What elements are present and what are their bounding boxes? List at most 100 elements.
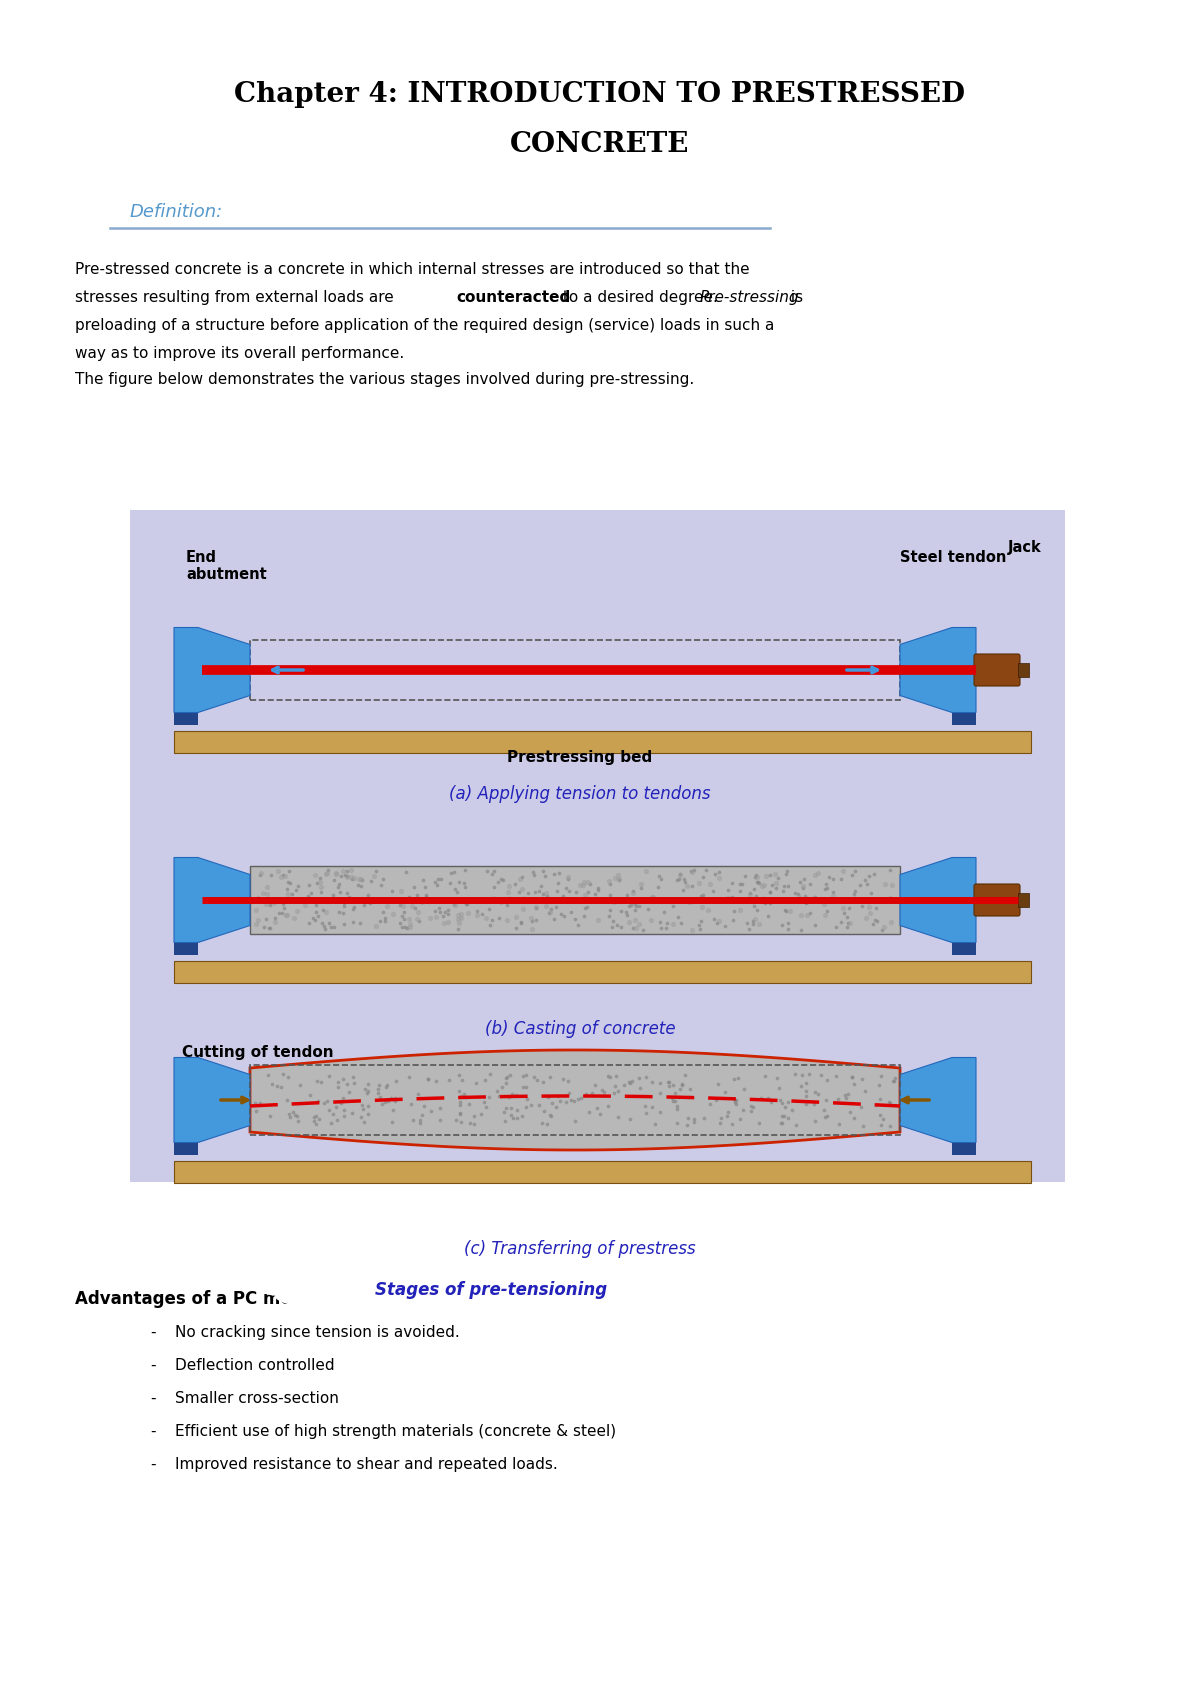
Point: [884, 1067, 904, 1095]
Point: [673, 876, 692, 903]
Point: [871, 1062, 890, 1089]
Point: [566, 1108, 586, 1135]
Point: [626, 889, 646, 916]
Point: [668, 905, 688, 932]
Point: [306, 889, 325, 916]
Text: Stages of pre-tensioning: Stages of pre-tensioning: [374, 1281, 607, 1298]
Point: [601, 881, 620, 908]
Point: [818, 864, 838, 891]
Point: [766, 860, 785, 888]
FancyBboxPatch shape: [952, 1142, 976, 1156]
Point: [864, 910, 883, 937]
Point: [476, 905, 496, 932]
Point: [283, 1098, 302, 1125]
Point: [557, 874, 576, 901]
Point: [724, 906, 743, 933]
Point: [874, 1106, 893, 1134]
Point: [800, 871, 820, 898]
Point: [636, 1062, 655, 1089]
Point: [684, 1108, 703, 1135]
Point: [416, 881, 436, 908]
Point: [551, 899, 570, 927]
Point: [652, 915, 671, 942]
Point: [664, 893, 683, 920]
Point: [839, 910, 858, 937]
Point: [551, 886, 570, 913]
FancyBboxPatch shape: [974, 884, 1020, 916]
Point: [580, 1098, 599, 1125]
Point: [691, 882, 710, 910]
Point: [467, 1069, 486, 1096]
Point: [745, 864, 764, 891]
Point: [642, 1093, 661, 1120]
Point: [277, 876, 296, 903]
Point: [334, 1096, 353, 1123]
Point: [880, 884, 899, 911]
Point: [772, 1089, 791, 1117]
Point: [427, 872, 446, 899]
Point: [684, 857, 703, 884]
Point: [451, 1101, 470, 1129]
Point: [838, 886, 857, 913]
Point: [725, 1066, 744, 1093]
Point: [611, 898, 630, 925]
Point: [722, 869, 742, 896]
Point: [743, 888, 762, 915]
Point: [574, 872, 593, 899]
Point: [679, 1083, 698, 1110]
Point: [755, 871, 774, 898]
Point: [631, 874, 650, 901]
Point: [739, 916, 758, 944]
Point: [366, 911, 385, 938]
Point: [526, 894, 545, 921]
Point: [353, 865, 372, 893]
Text: Efficient use of high strength materials (concrete & steel): Efficient use of high strength materials…: [175, 1424, 616, 1439]
Point: [496, 1108, 515, 1135]
Point: [774, 1101, 793, 1129]
Point: [658, 910, 677, 937]
Point: [406, 894, 425, 921]
Point: [586, 1071, 605, 1098]
Point: [731, 877, 750, 905]
Point: [578, 879, 598, 906]
Point: [319, 910, 338, 937]
Point: [636, 1100, 655, 1127]
Point: [278, 1064, 298, 1091]
Point: [760, 879, 779, 906]
Point: [454, 869, 473, 896]
Point: [571, 1084, 590, 1112]
Point: [692, 894, 712, 921]
Point: [371, 1084, 390, 1112]
Point: [337, 862, 356, 889]
Point: [768, 864, 787, 891]
Point: [588, 874, 607, 901]
Point: [670, 865, 689, 893]
Point: [620, 1106, 640, 1134]
Point: [370, 1071, 389, 1098]
Point: [638, 896, 658, 923]
Point: [756, 1062, 775, 1089]
Point: [527, 1067, 546, 1095]
Point: [295, 891, 314, 918]
Point: [317, 1088, 336, 1115]
Point: [259, 886, 278, 913]
Point: [626, 889, 646, 916]
Point: [278, 881, 298, 908]
Point: [376, 1088, 395, 1115]
Point: [278, 869, 298, 896]
Point: [505, 871, 524, 898]
Point: [799, 1061, 818, 1088]
Text: Steel tendon: Steel tendon: [900, 550, 1007, 565]
Point: [524, 859, 544, 886]
Point: [871, 1112, 890, 1139]
Point: [880, 1112, 899, 1139]
Point: [725, 898, 744, 925]
Point: [559, 1067, 578, 1095]
Point: [409, 908, 428, 935]
Point: [330, 899, 349, 927]
Point: [449, 869, 468, 896]
Point: [300, 871, 319, 898]
Point: [314, 886, 334, 913]
Point: [553, 882, 572, 910]
Text: (a) Applying tension to tendons: (a) Applying tension to tendons: [449, 786, 710, 803]
